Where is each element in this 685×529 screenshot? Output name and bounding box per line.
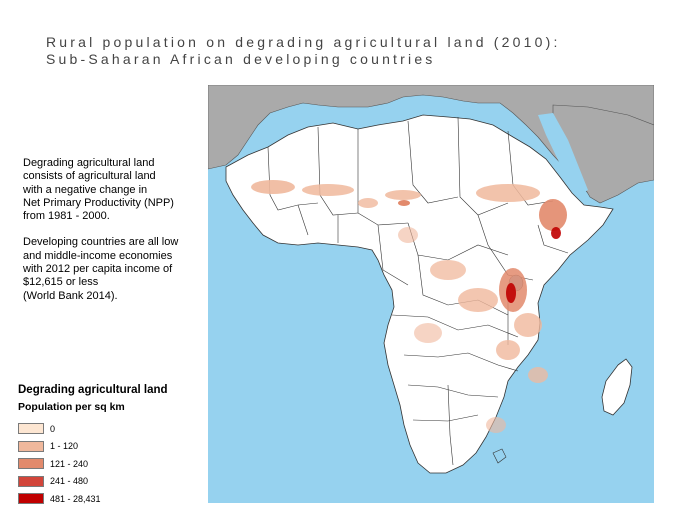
madagascar	[601, 358, 633, 416]
legend-item-3: 241 - 480	[18, 473, 208, 491]
map-title-line1: Rural population on degrading agricultur…	[46, 34, 561, 50]
legend-label-3: 241 - 480	[50, 476, 89, 487]
legend-item-2: 121 - 240	[18, 455, 208, 473]
legend-title: Degrading agricultural land	[18, 384, 168, 396]
legend-swatch-1	[18, 440, 44, 452]
legend-item-4: 481 - 28,431	[18, 490, 208, 508]
legend-label-2: 121 - 240	[50, 458, 89, 469]
legend-label-4: 481 - 28,431	[50, 493, 101, 504]
map-title: Rural population on degrading agricultur…	[46, 34, 646, 68]
legend-swatch-0	[18, 423, 44, 435]
map-canvas	[208, 85, 654, 474]
legend-subtitle: Population per sq km	[18, 401, 125, 413]
legend-swatch-4	[18, 493, 44, 505]
sub-saharan-africa	[225, 114, 614, 474]
legend-item-0: 0	[18, 420, 208, 438]
map-title-line2: Sub-Saharan African developing countries	[46, 51, 436, 67]
description-developing-countries: Developing countries are all low and mid…	[23, 236, 179, 302]
africa-map	[208, 85, 654, 503]
red-sea	[538, 113, 588, 195]
legend-swatch-3	[18, 475, 44, 487]
density-patches	[251, 180, 567, 433]
legend-item-1: 1 - 120	[18, 438, 208, 456]
lesotho	[492, 448, 507, 464]
map-legend: Degrading agricultural land Population p…	[18, 383, 208, 508]
legend-swatch-2	[18, 458, 44, 470]
description-npp: Degrading agricultural land consists of …	[23, 157, 174, 223]
legend-items: 0 1 - 120 121 - 240 241 - 480 481 - 28,4…	[18, 420, 208, 508]
description-panel: Degrading agricultural land consists of …	[23, 157, 213, 316]
legend-label-1: 1 - 120	[50, 441, 79, 452]
legend-label-0: 0	[50, 423, 56, 434]
